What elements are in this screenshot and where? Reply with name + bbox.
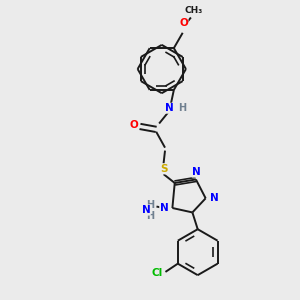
Text: N: N (160, 203, 169, 213)
Text: N: N (142, 205, 150, 215)
Text: H: H (146, 200, 154, 210)
Text: H: H (178, 103, 187, 113)
Text: N: N (209, 193, 218, 203)
Text: O: O (129, 120, 138, 130)
Text: N: N (165, 103, 174, 113)
Text: CH₃: CH₃ (184, 6, 202, 15)
Text: O: O (179, 18, 188, 28)
Text: Cl: Cl (152, 268, 163, 278)
Text: H: H (146, 211, 154, 221)
Text: S: S (160, 164, 167, 174)
Text: N: N (192, 167, 201, 177)
